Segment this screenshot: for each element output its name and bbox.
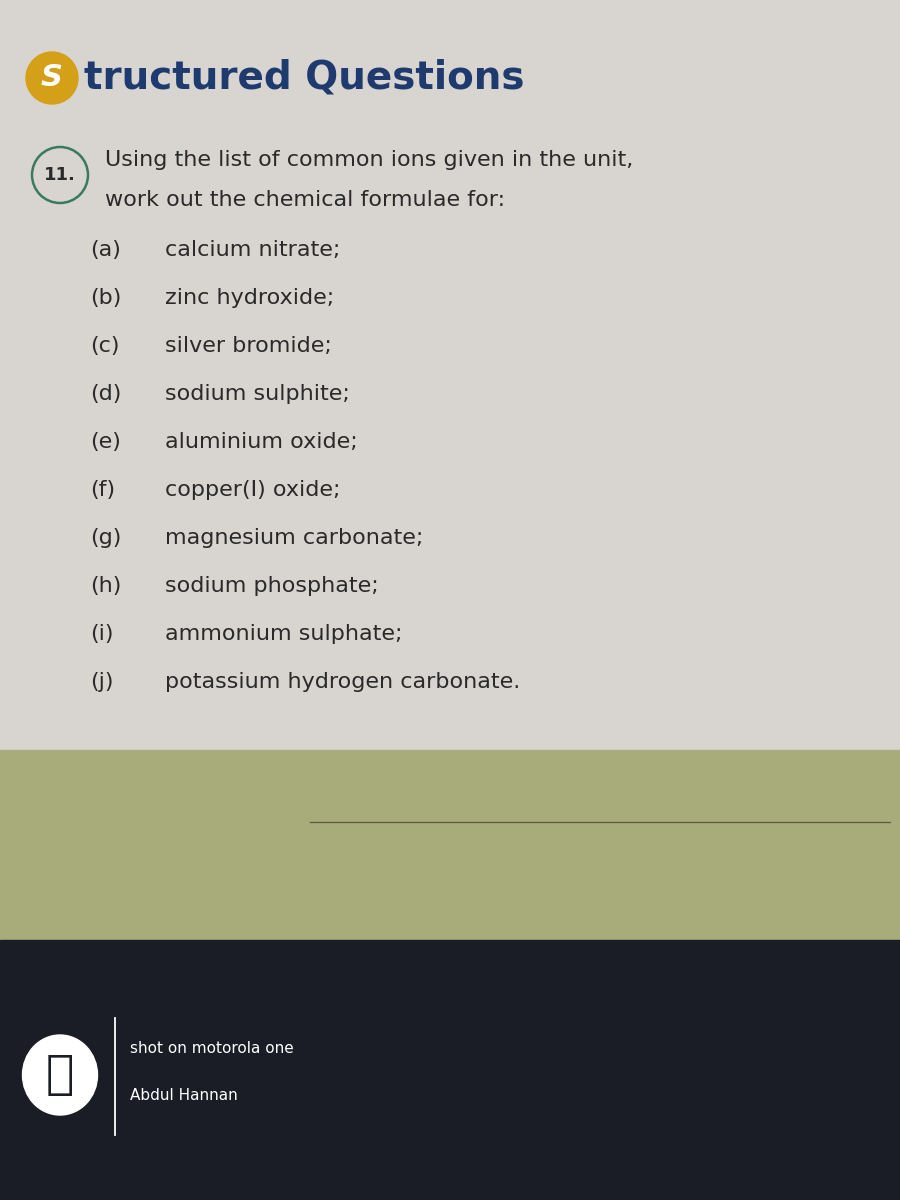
Text: zinc hydroxide;: zinc hydroxide; bbox=[165, 288, 334, 308]
Text: (g): (g) bbox=[90, 528, 122, 548]
Text: Ⓜ: Ⓜ bbox=[46, 1052, 74, 1098]
Text: (j): (j) bbox=[90, 672, 113, 692]
Text: work out the chemical formulae for:: work out the chemical formulae for: bbox=[105, 190, 505, 210]
Text: calcium nitrate;: calcium nitrate; bbox=[165, 240, 340, 260]
Text: 11.: 11. bbox=[44, 166, 76, 184]
Text: sodium phosphate;: sodium phosphate; bbox=[165, 576, 379, 596]
Text: (e): (e) bbox=[90, 432, 121, 452]
Bar bbox=[0, 940, 900, 1200]
Circle shape bbox=[26, 52, 78, 104]
Text: potassium hydrogen carbonate.: potassium hydrogen carbonate. bbox=[165, 672, 520, 692]
Text: (c): (c) bbox=[90, 336, 120, 356]
Text: shot on motorola one: shot on motorola one bbox=[130, 1042, 293, 1056]
Text: sodium sulphite;: sodium sulphite; bbox=[165, 384, 350, 404]
Text: Abdul Hannan: Abdul Hannan bbox=[130, 1088, 238, 1103]
Text: (h): (h) bbox=[90, 576, 122, 596]
Bar bbox=[0, 750, 900, 940]
Text: tructured Questions: tructured Questions bbox=[84, 59, 525, 97]
Text: (b): (b) bbox=[90, 288, 122, 308]
Text: Using the list of common ions given in the unit,: Using the list of common ions given in t… bbox=[105, 150, 634, 170]
Text: (d): (d) bbox=[90, 384, 122, 404]
Text: copper(I) oxide;: copper(I) oxide; bbox=[165, 480, 340, 500]
Text: aluminium oxide;: aluminium oxide; bbox=[165, 432, 358, 452]
Text: (i): (i) bbox=[90, 624, 113, 644]
Text: ammonium sulphate;: ammonium sulphate; bbox=[165, 624, 402, 644]
Text: S: S bbox=[41, 64, 63, 92]
Ellipse shape bbox=[22, 1036, 97, 1115]
Bar bbox=[0, 0, 900, 750]
Text: magnesium carbonate;: magnesium carbonate; bbox=[165, 528, 423, 548]
Text: (a): (a) bbox=[90, 240, 121, 260]
Text: silver bromide;: silver bromide; bbox=[165, 336, 332, 356]
Text: (f): (f) bbox=[90, 480, 115, 500]
